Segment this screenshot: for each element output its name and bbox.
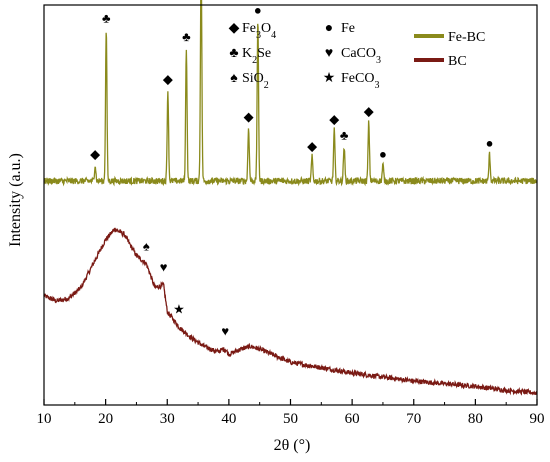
peak-marker: ♣ bbox=[340, 128, 349, 143]
x-tick-label: 80 bbox=[468, 411, 483, 427]
y-axis-label: Intensity (a.u.) bbox=[7, 153, 24, 247]
legend: ◆ Fe3O4 ● Fe ♣ K2Se ♥ CaCO3 ♠ SiO2 ★ FeCO3 Fe-BC BC bbox=[229, 21, 486, 91]
peak-marker: ★ bbox=[173, 302, 185, 317]
series-fe-bc-line bbox=[43, 0, 538, 187]
x-tick-label: 20 bbox=[98, 411, 113, 427]
peak-marker: ◆ bbox=[244, 109, 254, 124]
phase-legend-symbol: ♥ bbox=[325, 46, 333, 61]
peak-marker: ● bbox=[486, 136, 494, 151]
phase-legend-symbol: ★ bbox=[323, 71, 336, 86]
peak-marker: ◆ bbox=[364, 104, 374, 119]
phase-legend-label: K2Se bbox=[242, 46, 271, 66]
x-tick-label: 70 bbox=[406, 411, 421, 427]
peak-marker: ♥ bbox=[221, 324, 229, 339]
x-axis-label: 2θ (°) bbox=[274, 437, 311, 454]
peak-markers: ◆♣◆♣◆◆●◆◆♣◆●●♠♥★♥ bbox=[90, 2, 494, 339]
phase-legend-label: FeCO3 bbox=[341, 71, 379, 91]
phase-legend-symbol: ◆ bbox=[229, 21, 240, 36]
peak-marker: ♣ bbox=[102, 10, 111, 25]
x-tick-label: 60 bbox=[345, 411, 360, 427]
peak-marker: ♣ bbox=[182, 29, 191, 44]
phase-legend-symbol: ● bbox=[325, 21, 333, 36]
phase-legend-label: CaCO3 bbox=[341, 46, 381, 66]
peak-marker: ♠ bbox=[143, 238, 150, 253]
series-legend-label: Fe-BC bbox=[448, 30, 485, 45]
plot-area bbox=[43, 0, 538, 396]
peak-marker: ◆ bbox=[307, 138, 317, 153]
peak-marker: ● bbox=[254, 2, 262, 17]
series-bc-line bbox=[43, 227, 538, 396]
peak-marker: ● bbox=[379, 146, 387, 161]
x-tick-label: 50 bbox=[283, 411, 298, 427]
x-tick-label: 40 bbox=[221, 411, 236, 427]
series-legend-label: BC bbox=[448, 54, 467, 69]
x-tick-label: 30 bbox=[160, 411, 175, 427]
peak-marker: ◆ bbox=[329, 112, 339, 127]
x-tick-label: 10 bbox=[37, 411, 52, 427]
phase-legend-label: SiO2 bbox=[242, 71, 269, 91]
x-tick-label: 90 bbox=[530, 411, 545, 427]
peak-marker: ◆ bbox=[163, 72, 173, 87]
phase-legend-symbol: ♣ bbox=[229, 46, 238, 61]
phase-legend-symbol: ♠ bbox=[230, 71, 238, 86]
peak-marker: ♥ bbox=[160, 260, 168, 275]
axes: 10 20 30 40 50 60 70 80 90 bbox=[37, 4, 545, 427]
phase-legend-label: Fe bbox=[341, 21, 355, 36]
peak-marker: ◆ bbox=[90, 146, 100, 161]
phase-legend-label: Fe3O4 bbox=[242, 21, 276, 41]
